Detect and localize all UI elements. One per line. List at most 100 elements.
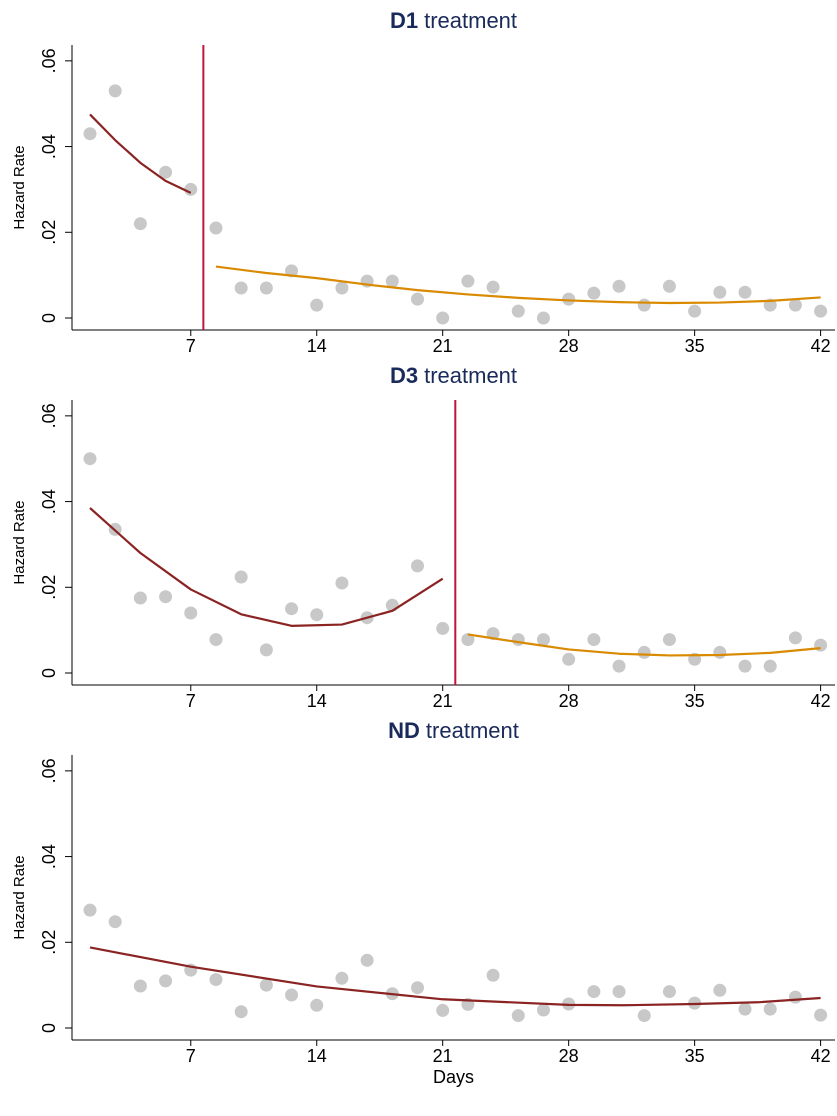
data-point [335,576,349,590]
data-point [310,998,324,1012]
data-point [234,1005,248,1019]
data-point [637,298,651,312]
data-point [184,606,198,620]
x-tick-label: 42 [811,1046,831,1066]
data-point [310,298,324,312]
data-point [536,633,550,647]
x-tick-label: 42 [811,691,831,711]
data-point [209,633,223,647]
data-point [713,645,727,659]
data-point [814,304,828,318]
y-tick-label: .02 [39,930,59,955]
data-point [763,659,777,673]
data-point [285,602,299,616]
y-tick-label: .06 [39,758,59,783]
data-point [738,285,752,299]
data-point [713,285,727,299]
data-point [83,452,97,466]
data-point [184,182,198,196]
data-point [259,281,273,295]
data-point [612,985,626,999]
fit-line [89,507,444,627]
data-point [159,165,173,179]
fit-line [215,265,821,305]
x-tick-label: 7 [186,1046,196,1066]
data-point [83,127,97,141]
data-point [209,973,223,987]
fit-line [89,946,821,1007]
data-point [486,968,500,982]
y-axis-label: Hazard Rate [11,145,28,229]
data-point [461,633,475,647]
data-point [562,652,576,666]
data-point [83,903,97,917]
data-point [436,311,450,325]
data-point [411,559,425,573]
x-tick-label: 21 [433,1046,453,1066]
chart-title: D3 treatment [390,363,517,388]
data-point [159,590,173,604]
x-axis-label: Days [433,1067,474,1087]
x-tick-label: 28 [559,336,579,356]
data-point [310,608,324,622]
data-point [788,990,802,1004]
x-tick-label: 14 [307,336,327,356]
data-point [587,633,601,647]
data-point [259,978,273,992]
data-point [763,1002,777,1016]
y-tick-label: .04 [39,134,59,159]
data-point [234,570,248,584]
data-point [637,645,651,659]
y-axis-label: Hazard Rate [11,500,28,584]
y-tick-label: .04 [39,489,59,514]
data-point [662,633,676,647]
title-part: D1 [390,8,418,33]
y-tick-label: 0 [39,668,59,678]
data-point [159,974,173,988]
data-point [814,1008,828,1022]
y-tick-label: 0 [39,313,59,323]
chart-title: ND treatment [388,718,519,743]
data-point [612,659,626,673]
data-point [133,217,147,231]
x-tick-label: 21 [433,336,453,356]
data-point [637,1009,651,1023]
data-point [234,281,248,295]
y-axis-label: Hazard Rate [11,855,28,939]
data-point [688,304,702,318]
data-point [108,84,122,98]
data-point [108,915,122,929]
x-tick-label: 42 [811,336,831,356]
x-tick-label: 7 [186,691,196,711]
data-point [612,279,626,293]
data-point [133,591,147,605]
fit-line [467,633,821,657]
x-tick-label: 35 [685,336,705,356]
data-point [587,286,601,300]
data-point [814,638,828,652]
title-part: treatment [424,8,517,33]
x-tick-label: 35 [685,1046,705,1066]
data-point [738,1002,752,1016]
data-point [461,274,475,288]
fit-line [89,113,192,194]
data-point [562,292,576,306]
data-point [335,281,349,295]
title-part: D3 [390,363,418,388]
y-tick-label: .06 [39,48,59,73]
data-point [436,1003,450,1017]
data-point [259,643,273,657]
title-part: treatment [426,718,519,743]
data-point [511,304,525,318]
data-point [662,985,676,999]
data-point [209,221,223,235]
data-point [511,633,525,647]
y-tick-label: .04 [39,844,59,869]
data-point [511,1009,525,1023]
y-tick-label: 0 [39,1023,59,1033]
x-tick-label: 14 [307,691,327,711]
data-point [788,631,802,645]
data-point [335,971,349,985]
